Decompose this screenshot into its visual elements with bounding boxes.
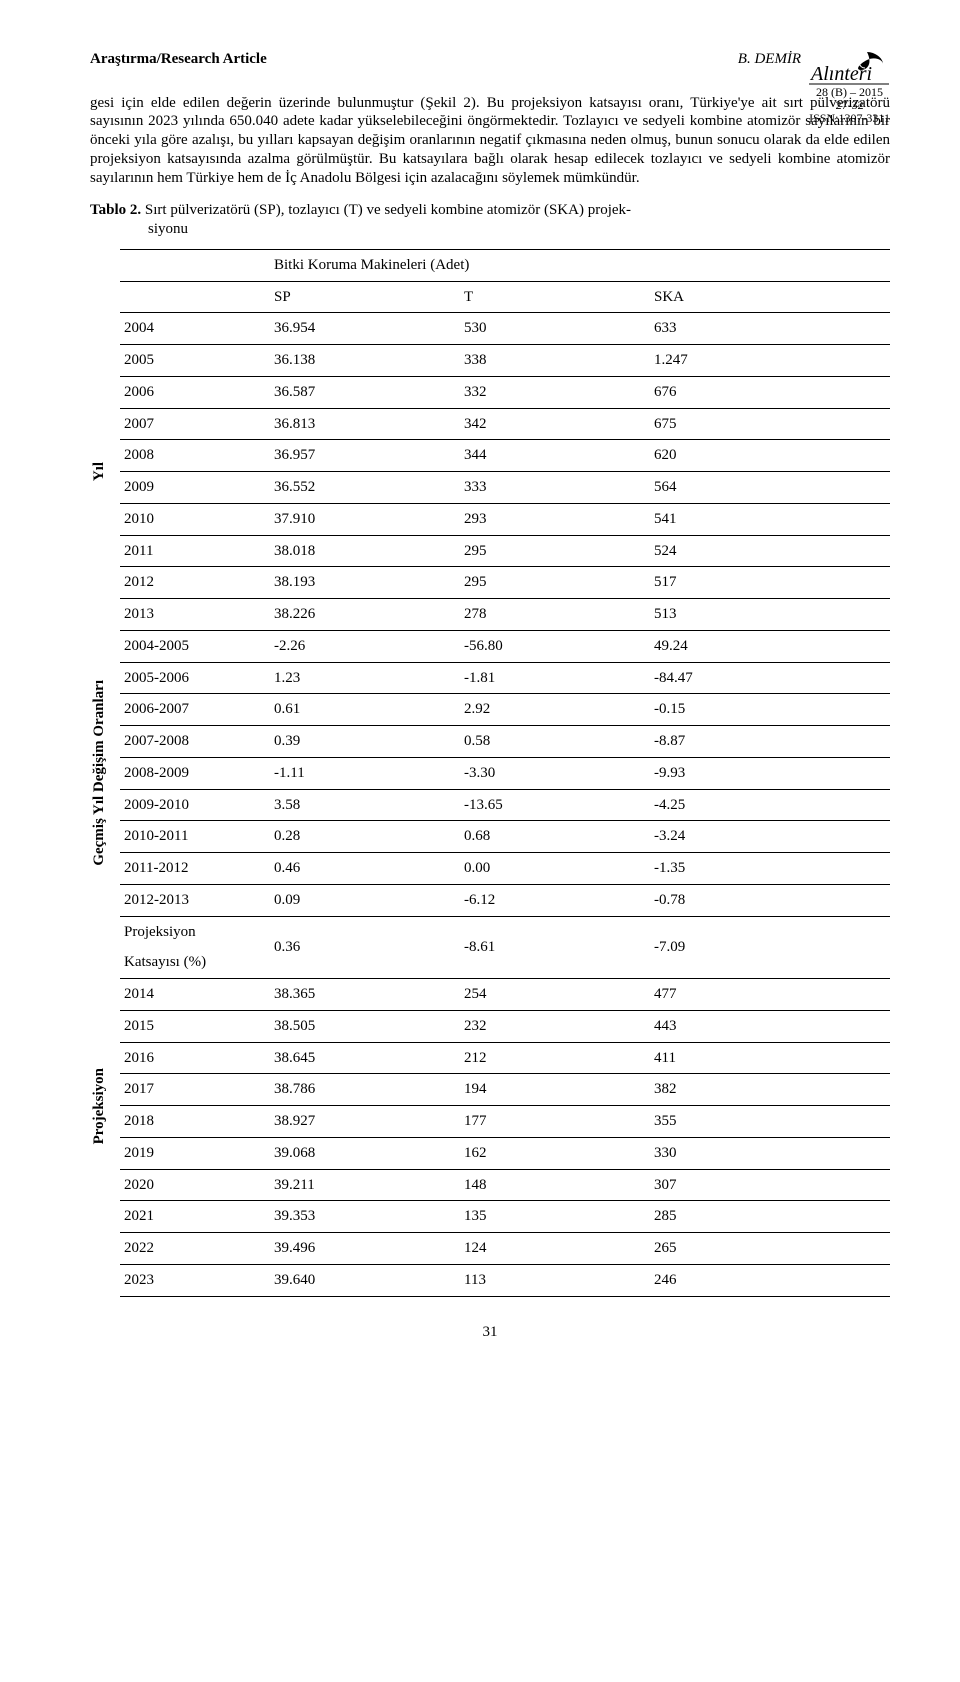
projection-table: Bitki Koruma Makineleri (Adet) SP T SKA … xyxy=(90,249,890,1297)
table-row: 2008-2009 -1.11 -3.30 -9.93 xyxy=(90,757,890,789)
section-label-gecmis: Geçmiş Yıl Değişim Oranları xyxy=(90,680,109,866)
table-column-headers: SP T SKA xyxy=(90,281,890,313)
table-row: 2016 38.645 212 411 xyxy=(90,1042,890,1074)
col-sp: SP xyxy=(270,281,460,313)
table-row: 2006 36.587 332 676 xyxy=(90,376,890,408)
table-row: 2010 37.910 293 541 xyxy=(90,503,890,535)
table-caption-text-1: Sırt pülverizatörü (SP), tozlayıcı (T) v… xyxy=(141,202,631,218)
journal-logo-icon: Alınteri xyxy=(809,50,889,86)
table-row: 2009 36.552 333 564 xyxy=(90,472,890,504)
table-caption-text-2: siyonu xyxy=(148,220,188,239)
table-row: 2006-2007 0.61 2.92 -0.15 xyxy=(90,694,890,726)
table-group-header: Bitki Koruma Makineleri (Adet) xyxy=(270,249,890,281)
table-row: 2011-2012 0.46 0.00 -1.35 xyxy=(90,853,890,885)
table-row: 2005-2006 1.23 -1.81 -84.47 xyxy=(90,662,890,694)
table-row: 2012 38.193 295 517 xyxy=(90,567,890,599)
author-name: B. DEMİR xyxy=(738,50,801,69)
col-ska: SKA xyxy=(650,281,890,313)
table-row: 2017 38.786 194 382 xyxy=(90,1074,890,1106)
table-row: Yıl 2004 36.954 530 633 xyxy=(90,313,890,345)
table-row: 2021 39.353 135 285 xyxy=(90,1201,890,1233)
table-row: 2020 39.211 148 307 xyxy=(90,1169,890,1201)
table-row: 2009-2010 3.58 -13.65 -4.25 xyxy=(90,789,890,821)
table-row: 2010-2011 0.28 0.68 -3.24 xyxy=(90,821,890,853)
table-row: 2019 39.068 162 330 xyxy=(90,1137,890,1169)
table-row: 2008 36.957 344 620 xyxy=(90,440,890,472)
table-row: 2007 36.813 342 675 xyxy=(90,408,890,440)
table-row: 2022 39.496 124 265 xyxy=(90,1233,890,1265)
article-type: Araştırma/Research Article xyxy=(90,50,267,69)
col-t: T xyxy=(460,281,650,313)
table-row: 2005 36.138 338 1.247 xyxy=(90,345,890,377)
table-row: 2018 38.927 177 355 xyxy=(90,1106,890,1138)
svg-text:Alınteri: Alınteri xyxy=(809,63,872,85)
table-group-header-row: Bitki Koruma Makineleri (Adet) xyxy=(90,249,890,281)
table-row: 2011 38.018 295 524 xyxy=(90,535,890,567)
table-caption: Tablo 2. Sırt pülverizatörü (SP), tozlay… xyxy=(90,201,890,239)
paragraph-1: gesi için elde edilen değerin üzerinde b… xyxy=(90,94,890,188)
section-label-projeksiyon: Projeksiyon xyxy=(90,1068,109,1144)
table-caption-label: Tablo 2. xyxy=(90,202,141,218)
page-number: 31 xyxy=(90,1323,890,1342)
table-row: 2023 39.640 113 246 xyxy=(90,1264,890,1296)
table-row: 2015 38.505 232 443 xyxy=(90,1010,890,1042)
table-row: 2012-2013 0.09 -6.12 -0.78 xyxy=(90,884,890,916)
table-row: 2013 38.226 278 513 xyxy=(90,599,890,631)
projection-coeff-row: Projeksiyon Projeksiyon 0.36 -8.61 -7.09 xyxy=(90,916,890,947)
table-row: 2014 38.365 254 477 xyxy=(90,979,890,1011)
table-row: Geçmiş Yıl Değişim Oranları 2004-2005 -2… xyxy=(90,630,890,662)
section-label-yil: Yıl xyxy=(90,462,109,481)
table-row: 2007-2008 0.39 0.58 -8.87 xyxy=(90,726,890,758)
